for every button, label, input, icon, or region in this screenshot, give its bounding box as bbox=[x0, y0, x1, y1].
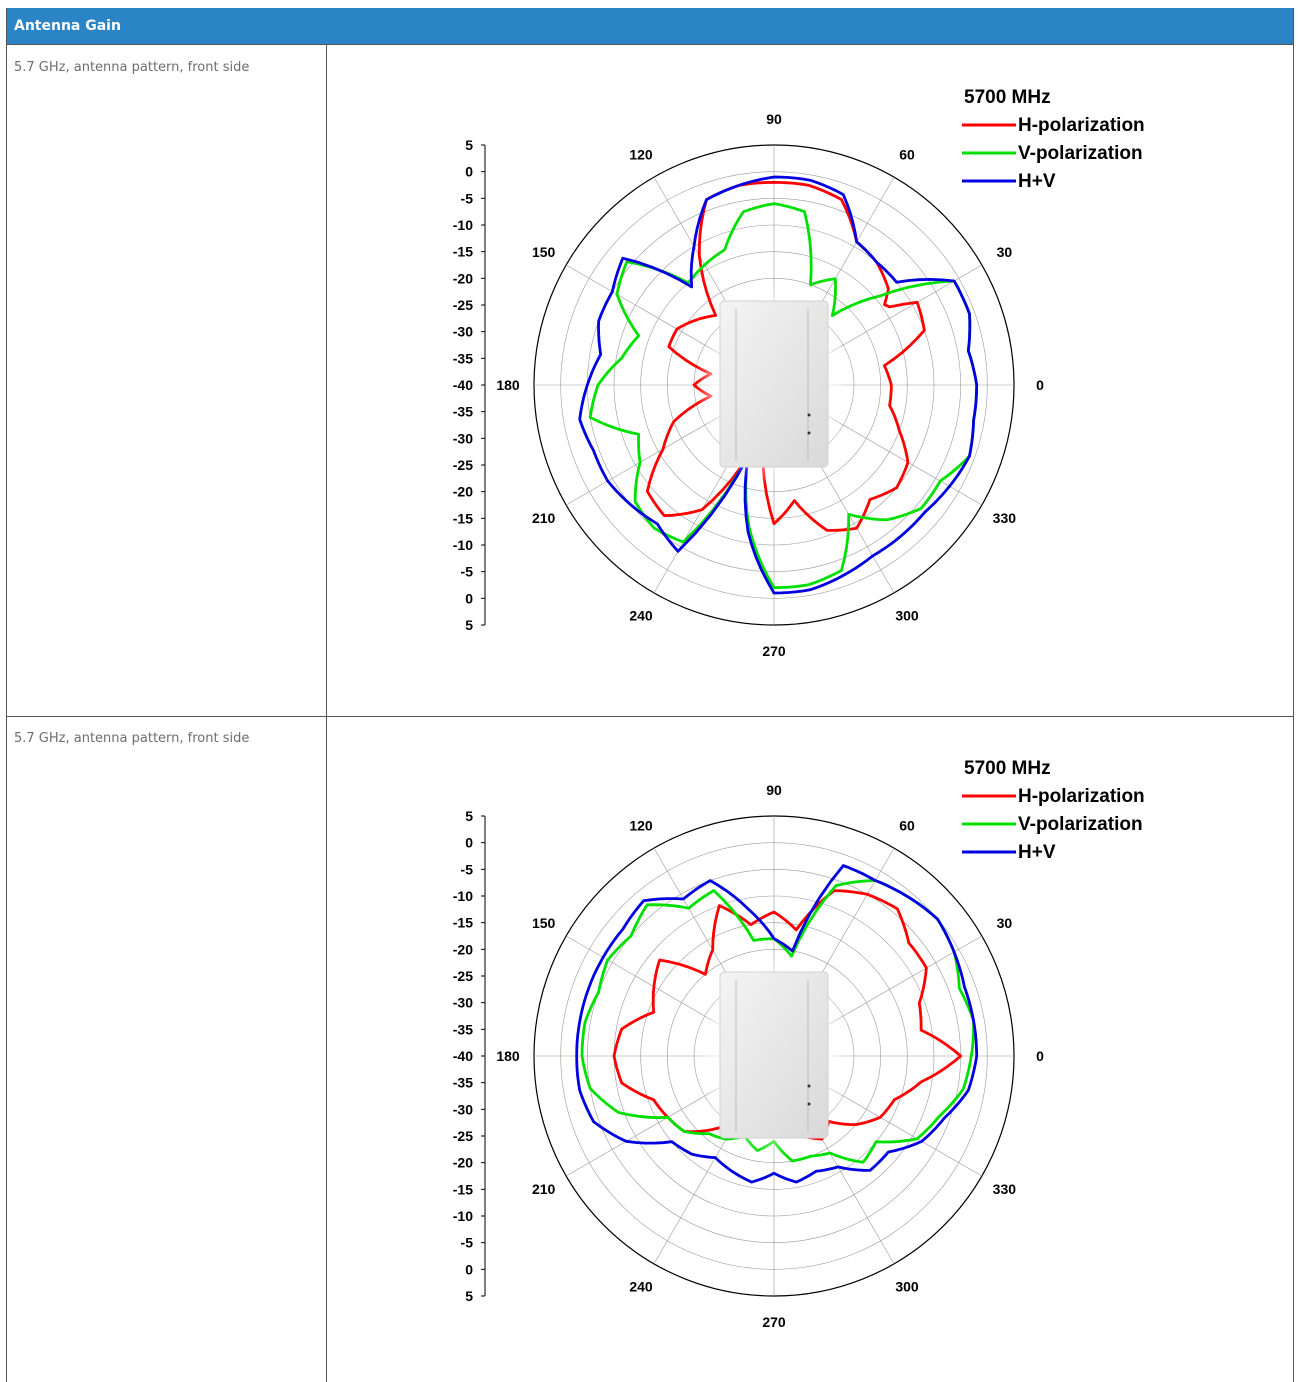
antenna-gain-table: Antenna Gain 5.7 GHz, antenna pattern, f… bbox=[6, 8, 1294, 1382]
angle-tick-label: 0 bbox=[1036, 1048, 1044, 1064]
angle-tick-label: 180 bbox=[496, 1048, 520, 1064]
table-title: Antenna Gain bbox=[14, 18, 121, 34]
angle-tick-label: 300 bbox=[895, 607, 919, 623]
radial-tick-label: 0 bbox=[465, 1261, 473, 1277]
radial-tick-label: 5 bbox=[465, 617, 473, 633]
radial-tick-label: 0 bbox=[465, 835, 473, 851]
radial-tick-label: -10 bbox=[453, 217, 473, 233]
angle-tick-label: 120 bbox=[629, 818, 653, 834]
device-image bbox=[696, 285, 852, 485]
radial-tick-label: -25 bbox=[453, 457, 473, 473]
polar-chart-2: 0 30 60 90 120 150 180 210 240 270 300 330 5 0 -5 -10 -1… bbox=[453, 758, 1145, 1330]
radial-tick-label: -5 bbox=[461, 564, 474, 580]
row-label-cell: 5.7 GHz, antenna pattern, front side bbox=[7, 716, 327, 1382]
radial-tick-label: -20 bbox=[453, 1155, 473, 1171]
radial-tick-label: -25 bbox=[453, 297, 473, 313]
series-line-h-v bbox=[575, 864, 979, 1184]
radial-tick-label: -20 bbox=[453, 941, 473, 957]
radial-tick-label: -40 bbox=[453, 1048, 473, 1064]
legend-label: H+V bbox=[1018, 171, 1056, 192]
radial-tick-label: -30 bbox=[453, 324, 473, 340]
radial-tick-label: -35 bbox=[453, 404, 473, 420]
angle-tick-label: 60 bbox=[899, 147, 915, 163]
angle-tick-label: 270 bbox=[762, 1314, 786, 1330]
angle-tick-label: 0 bbox=[1036, 377, 1044, 393]
radial-tick-label: -10 bbox=[453, 1208, 473, 1224]
series-line-h-polarization bbox=[612, 889, 963, 1141]
angle-tick-label: 180 bbox=[496, 377, 520, 393]
radial-tick-label: -20 bbox=[453, 484, 473, 500]
radial-tick-label: -35 bbox=[453, 1021, 473, 1037]
legend-label: H-polarization bbox=[1018, 786, 1145, 807]
radial-tick-label: -15 bbox=[453, 1181, 473, 1197]
radial-tick-label: -5 bbox=[461, 1235, 474, 1251]
legend-label: V-polarization bbox=[1018, 814, 1143, 835]
chart-cell: 0 30 60 90 120 150 180 210 240 270 300 330 5 0 -5 -10 -1… bbox=[327, 716, 1293, 1382]
chart-title: 5700 MHz bbox=[964, 758, 1051, 779]
chart-title: 5700 MHz bbox=[964, 87, 1051, 108]
radial-tick-label: -5 bbox=[461, 190, 474, 206]
table-header: Antenna Gain bbox=[7, 8, 1293, 45]
radial-tick-label: -30 bbox=[453, 995, 473, 1011]
angle-tick-label: 30 bbox=[997, 244, 1013, 260]
angle-tick-label: 210 bbox=[532, 1181, 556, 1197]
radial-tick-label: -20 bbox=[453, 270, 473, 286]
angle-tick-label: 90 bbox=[766, 111, 782, 127]
angle-tick-label: 90 bbox=[766, 782, 782, 798]
angle-tick-label: 300 bbox=[895, 1278, 919, 1294]
angle-tick-label: 150 bbox=[532, 915, 556, 931]
angle-tick-label: 30 bbox=[997, 915, 1013, 931]
radial-tick-label: -30 bbox=[453, 1101, 473, 1117]
angle-tick-label: 240 bbox=[629, 1278, 653, 1294]
angle-tick-label: 120 bbox=[629, 147, 653, 163]
device-image bbox=[696, 956, 852, 1156]
radial-tick-label: -15 bbox=[453, 510, 473, 526]
radial-tick-label: -40 bbox=[453, 377, 473, 393]
table-row: 5.7 GHz, antenna pattern, front side 0 30… bbox=[7, 716, 1293, 1382]
legend-label: H+V bbox=[1018, 842, 1056, 863]
radial-tick-label: -25 bbox=[453, 968, 473, 984]
radial-tick-label: -25 bbox=[453, 1128, 473, 1144]
chart-cell: 0 30 60 90 120 150 180 210 240 270 300 330 5 0 -5 -10 -1… bbox=[327, 45, 1293, 716]
legend-label: V-polarization bbox=[1018, 143, 1143, 164]
radial-tick-label: 0 bbox=[465, 164, 473, 180]
radial-tick-label: -35 bbox=[453, 1075, 473, 1091]
radial-tick-label: -30 bbox=[453, 430, 473, 446]
row-label: 5.7 GHz, antenna pattern, front side bbox=[14, 731, 250, 746]
radial-tick-label: -5 bbox=[461, 861, 474, 877]
radial-tick-label: -35 bbox=[453, 350, 473, 366]
angle-tick-label: 270 bbox=[762, 643, 786, 659]
angle-tick-label: 150 bbox=[532, 244, 556, 260]
series-line-h-v bbox=[578, 175, 979, 595]
angle-tick-label: 240 bbox=[629, 607, 653, 623]
row-label: 5.7 GHz, antenna pattern, front side bbox=[14, 60, 250, 75]
series-line-v-polarization bbox=[588, 202, 979, 590]
polar-chart-1: 0 30 60 90 120 150 180 210 240 270 300 330 5 0 -5 -10 -1… bbox=[453, 87, 1145, 659]
radial-tick-label: 0 bbox=[465, 590, 473, 606]
angle-tick-label: 210 bbox=[532, 510, 556, 526]
radial-tick-label: 5 bbox=[465, 808, 473, 824]
radial-tick-label: -10 bbox=[453, 888, 473, 904]
angle-tick-label: 330 bbox=[993, 1181, 1017, 1197]
radial-tick-label: -15 bbox=[453, 244, 473, 260]
angle-tick-label: 330 bbox=[993, 510, 1017, 526]
radial-tick-label: -10 bbox=[453, 537, 473, 553]
table-row: 5.7 GHz, antenna pattern, front side 0 30… bbox=[7, 45, 1293, 717]
row-label-cell: 5.7 GHz, antenna pattern, front side bbox=[7, 45, 327, 716]
angle-tick-label: 60 bbox=[899, 818, 915, 834]
radial-tick-label: -15 bbox=[453, 915, 473, 931]
radial-tick-label: 5 bbox=[465, 1288, 473, 1304]
radial-tick-label: 5 bbox=[465, 137, 473, 153]
legend-label: H-polarization bbox=[1018, 115, 1145, 136]
